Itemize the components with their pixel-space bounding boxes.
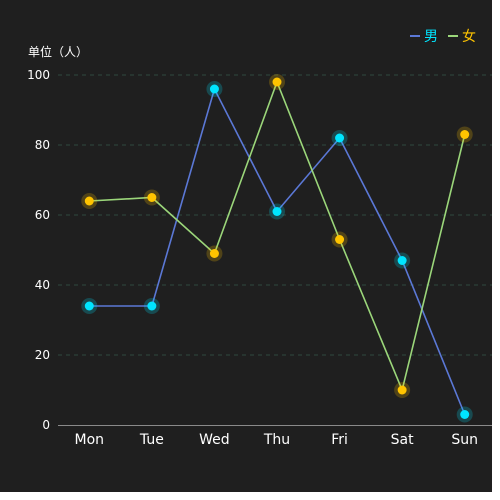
legend-label: 男 [424,29,438,45]
x-tick-label: Thu [263,432,290,448]
data-point[interactable] [209,249,219,258]
data-point[interactable] [209,84,219,94]
x-tick-label: Sun [451,432,478,448]
x-tick-label: Sat [391,432,414,448]
y-axis-unit-label: 单位（人） [28,44,88,59]
data-point[interactable] [147,301,157,311]
y-tick-label: 100 [27,68,50,82]
series-line [89,79,466,393]
data-point[interactable] [84,196,94,206]
y-tick-labels: 0 20 40 60 80 100 [27,68,50,432]
data-point[interactable] [460,130,470,139]
y-tick-label: 0 [42,418,50,432]
y-tick-label: 20 [35,348,50,362]
data-point[interactable] [335,235,345,244]
x-tick-labels: Mon Tue Wed Thu Fri Sat Sun [75,432,479,448]
legend-label: 女 [462,28,476,45]
data-point[interactable] [272,77,282,87]
y-tick-label: 60 [35,208,50,222]
right-edge-strip [492,0,500,500]
x-tick-label: Fri [331,432,348,448]
legend[interactable]: 男女 [410,28,476,45]
x-tick-label: Wed [199,432,230,448]
x-tick-label: Mon [75,432,105,448]
series-2 [81,74,473,398]
data-point[interactable] [147,193,157,202]
data-point[interactable] [460,410,470,419]
y-tick-label: 40 [35,278,50,292]
legend-item[interactable]: 男 [410,29,438,45]
data-point[interactable] [272,207,282,216]
data-point[interactable] [335,133,345,143]
y-tick-label: 80 [35,138,50,152]
data-point[interactable] [397,256,407,265]
legend-item[interactable]: 女 [448,28,476,45]
data-point[interactable] [84,301,94,311]
series-layer [81,74,473,423]
x-tick-label: Tue [139,432,164,448]
series-1 [81,81,473,423]
data-point[interactable] [397,385,407,395]
bottom-edge-strip [0,492,500,500]
